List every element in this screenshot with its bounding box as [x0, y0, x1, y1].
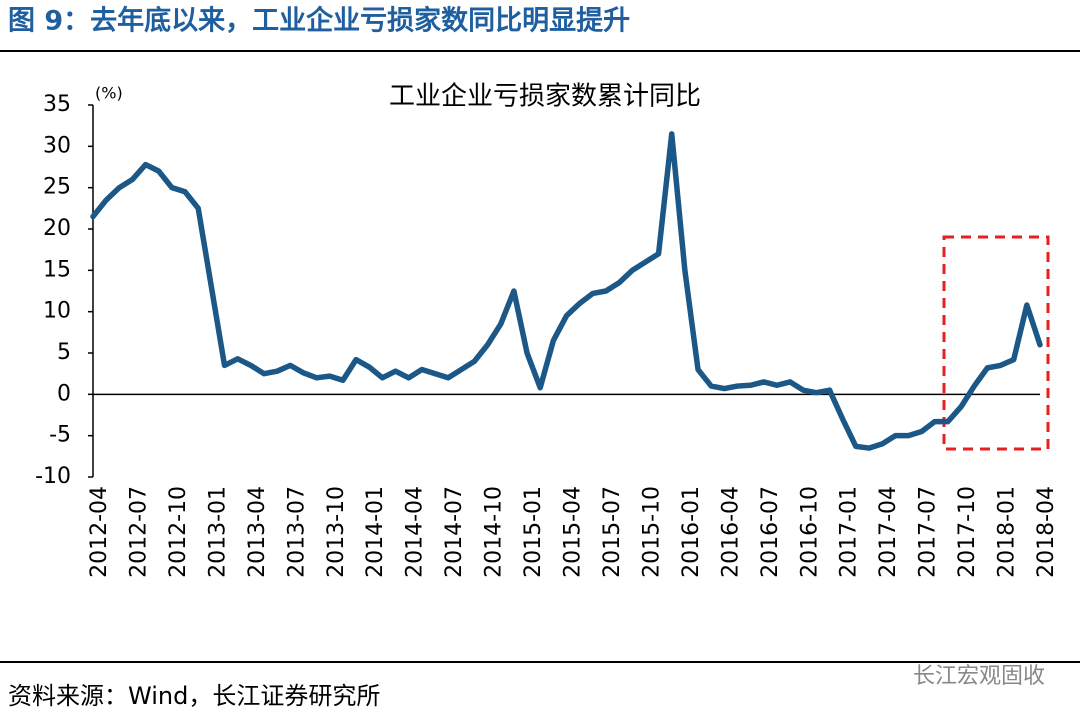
x-tick-label: 2017-10: [955, 486, 980, 578]
source: 资料来源：Wind，长江证券研究所: [8, 682, 380, 710]
watermark: 长江宏观固收: [913, 664, 1045, 689]
x-tick-label: 2016-07: [758, 486, 783, 578]
y-tick-label: 20: [43, 216, 71, 241]
x-tick-label: 2012-10: [166, 486, 191, 578]
y-tick-label: 5: [57, 340, 71, 365]
x-tick-label: 2015-01: [521, 486, 546, 578]
y-tick-label: -10: [35, 464, 71, 489]
y-tick-label: 10: [43, 299, 71, 324]
x-tick-label: 2018-04: [1034, 486, 1059, 578]
x-tick-label: 2013-07: [284, 486, 309, 578]
y-unit: (%): [95, 84, 123, 103]
x-tick-label: 2015-04: [561, 486, 586, 578]
y-tick-label: 30: [43, 133, 71, 158]
header-title: 图 9：去年底以来，工业企业亏损家数同比明显提升: [8, 5, 630, 37]
chart-title: 工业企业亏损家数累计同比: [389, 82, 701, 112]
y-tick-label: 15: [43, 257, 71, 282]
x-tick-label: 2013-04: [245, 486, 270, 578]
x-tick-label: 2014-07: [442, 486, 467, 578]
x-tick-label: 2012-07: [126, 486, 151, 578]
y-tick-label: 0: [57, 381, 71, 406]
x-tick-label: 2012-04: [87, 486, 112, 578]
y-tick-label: 35: [43, 92, 71, 117]
x-tick-label: 2013-10: [324, 486, 349, 578]
x-tick-label: 2016-01: [679, 486, 704, 578]
x-tick-label: 2016-04: [718, 486, 743, 578]
x-tick-label: 2015-07: [600, 486, 625, 578]
x-tick-label: 2016-10: [797, 486, 822, 578]
highlight-box: [942, 235, 1050, 451]
data-line: [90, 131, 1043, 451]
x-tick-label: 2017-01: [837, 486, 862, 578]
x-tick-label: 2018-01: [995, 486, 1020, 578]
y-tick-label: -5: [49, 423, 71, 448]
x-tick-label: 2013-01: [205, 486, 230, 578]
x-tick-label: 2014-01: [363, 486, 388, 578]
x-tick-label: 2017-04: [876, 486, 901, 578]
x-tick-label: 2014-10: [482, 486, 507, 578]
x-tick-label: 2014-04: [403, 486, 428, 578]
y-tick-label: 25: [43, 175, 71, 200]
x-tick-label: 2017-07: [916, 486, 941, 578]
x-tick-label: 2015-10: [639, 486, 664, 578]
